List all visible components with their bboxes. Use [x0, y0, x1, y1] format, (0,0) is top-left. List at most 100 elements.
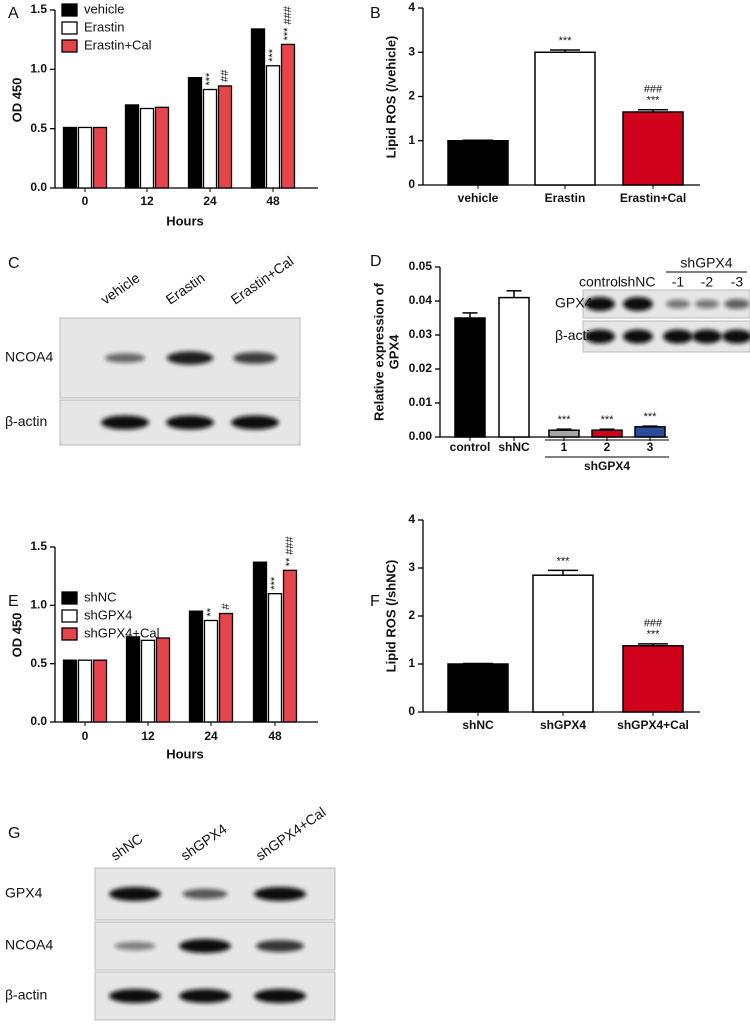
y-tick-label: 2 — [408, 608, 415, 622]
x-tick-label: control — [450, 440, 491, 454]
blot-band — [722, 329, 750, 344]
bar — [447, 140, 509, 186]
lane-label: Erastin+Cal — [228, 253, 297, 308]
x-tick-label: 1 — [561, 440, 568, 454]
x-axis-label: Hours — [166, 746, 204, 761]
y-tick-label: 0.01 — [409, 395, 433, 409]
blot-band — [109, 887, 161, 901]
x-axis-label: Hours — [166, 213, 204, 228]
y-tick-label: 3 — [408, 44, 415, 58]
significance-label: *** — [601, 414, 615, 426]
bar — [187, 76, 203, 189]
y-axis-label: Lipid ROS (/vehicle) — [383, 36, 398, 159]
lane-label: shNC — [620, 274, 655, 290]
panel-letter: F — [370, 593, 380, 610]
y-tick-label: 0.03 — [409, 327, 433, 341]
significance-label: *** — [558, 414, 572, 426]
blot-band — [231, 415, 279, 430]
legend-swatch — [61, 627, 78, 641]
y-tick-label: 1.0 — [30, 598, 47, 612]
bar — [532, 574, 594, 713]
x-tick-label: 2 — [604, 440, 611, 454]
bar — [498, 296, 530, 438]
bar — [202, 88, 218, 189]
legend-label: Erastin+Cal — [84, 37, 152, 52]
x-tick-label: 12 — [141, 729, 155, 743]
lane-label: -1 — [672, 274, 685, 290]
panel-letter: C — [8, 255, 20, 272]
bar — [139, 107, 155, 189]
x-tick-label: 24 — [203, 194, 217, 208]
y-tick-label: 0.5 — [30, 121, 47, 135]
significance-label: *** — [644, 411, 658, 423]
bar — [140, 639, 156, 723]
bar — [280, 43, 296, 189]
lane-group-label: shGPX4 — [680, 255, 732, 271]
blot-row-label: β-actin — [5, 413, 47, 429]
y-tick-label: 1 — [408, 656, 415, 670]
y-tick-label: 1.5 — [30, 539, 47, 553]
x-tick-label: 48 — [268, 729, 282, 743]
bar — [548, 429, 580, 438]
bar — [217, 85, 233, 189]
bar — [454, 317, 486, 438]
bar — [622, 645, 684, 713]
significance-label: ** — [205, 607, 217, 616]
y-tick-label: 4 — [408, 0, 415, 14]
blot-row-label: GPX4 — [5, 885, 43, 901]
bar — [591, 429, 623, 438]
legend-label: shNC — [84, 589, 117, 604]
blot-band — [179, 989, 231, 1003]
panel-letter: G — [8, 825, 20, 842]
y-tick-label: 0.0 — [30, 714, 47, 728]
bar — [447, 663, 509, 713]
x-tick-label: 0 — [82, 729, 89, 743]
y-tick-label: 0 — [408, 704, 415, 718]
y-tick-label: 1 — [408, 133, 415, 147]
legend-label: shGPX4 — [84, 607, 132, 622]
y-tick-label: 2 — [408, 89, 415, 103]
lane-label: shGPX4 — [178, 820, 230, 863]
lane-label: control — [579, 274, 621, 290]
blot-band — [623, 297, 653, 311]
legend-swatch — [61, 3, 78, 17]
blot-band — [665, 299, 691, 309]
blot-band — [254, 887, 306, 901]
blot-row-label: β-actin — [5, 987, 47, 1003]
blot-band — [182, 888, 228, 900]
bar — [203, 619, 219, 723]
bar — [534, 51, 596, 186]
legend-label: shGPX4+Cal — [84, 625, 160, 640]
x-tick-label: shNC — [462, 718, 494, 732]
x-tick-label: Erastin — [545, 191, 586, 205]
significance-label: ## — [219, 69, 231, 82]
x-tick-label: shNC — [498, 440, 530, 454]
bar — [124, 104, 140, 189]
bar — [634, 426, 666, 438]
blot-band — [692, 329, 722, 344]
blot-band — [179, 939, 231, 953]
blot-band — [166, 415, 214, 430]
significance-label: *** — [557, 555, 571, 567]
significance-label: *** — [267, 48, 279, 62]
lane-label: vehicle — [98, 269, 143, 307]
significance-label: *** — [204, 72, 216, 86]
bar — [125, 636, 141, 723]
y-tick-label: 0.5 — [30, 656, 47, 670]
blot-band — [724, 299, 750, 309]
blot-band — [585, 329, 615, 344]
lane-label: -3 — [731, 274, 744, 290]
significance-label: *** ### — [282, 5, 294, 40]
significance-label: *** — [647, 629, 661, 641]
significance-label: ### — [644, 84, 663, 96]
bar — [252, 561, 268, 723]
blot-band — [101, 415, 149, 430]
legend-label: Erastin — [84, 19, 124, 34]
x-tick-label: 12 — [140, 194, 154, 208]
bar — [62, 126, 78, 189]
blot-band — [255, 940, 305, 952]
bar — [154, 106, 170, 189]
legend-swatch — [61, 591, 78, 605]
bar — [622, 111, 684, 186]
